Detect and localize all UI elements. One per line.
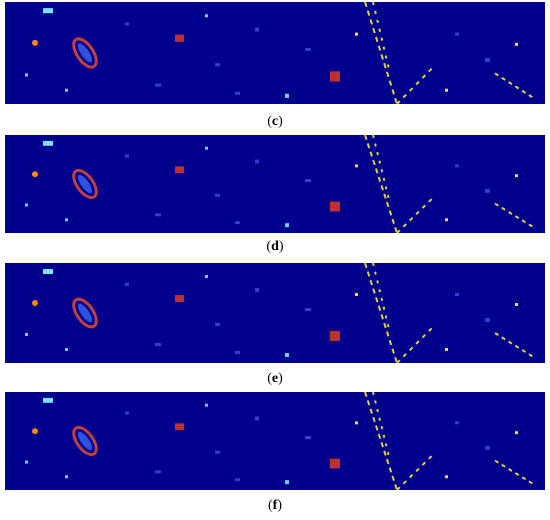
map-panel xyxy=(5,263,545,363)
panel-label: (f) xyxy=(267,498,282,513)
panel-label: (e) xyxy=(267,371,283,386)
map-panel xyxy=(5,392,545,490)
panel-label: (c) xyxy=(267,114,283,129)
map-panel xyxy=(5,135,545,233)
map-panel xyxy=(5,2,545,104)
panel-label: (d) xyxy=(266,239,284,254)
